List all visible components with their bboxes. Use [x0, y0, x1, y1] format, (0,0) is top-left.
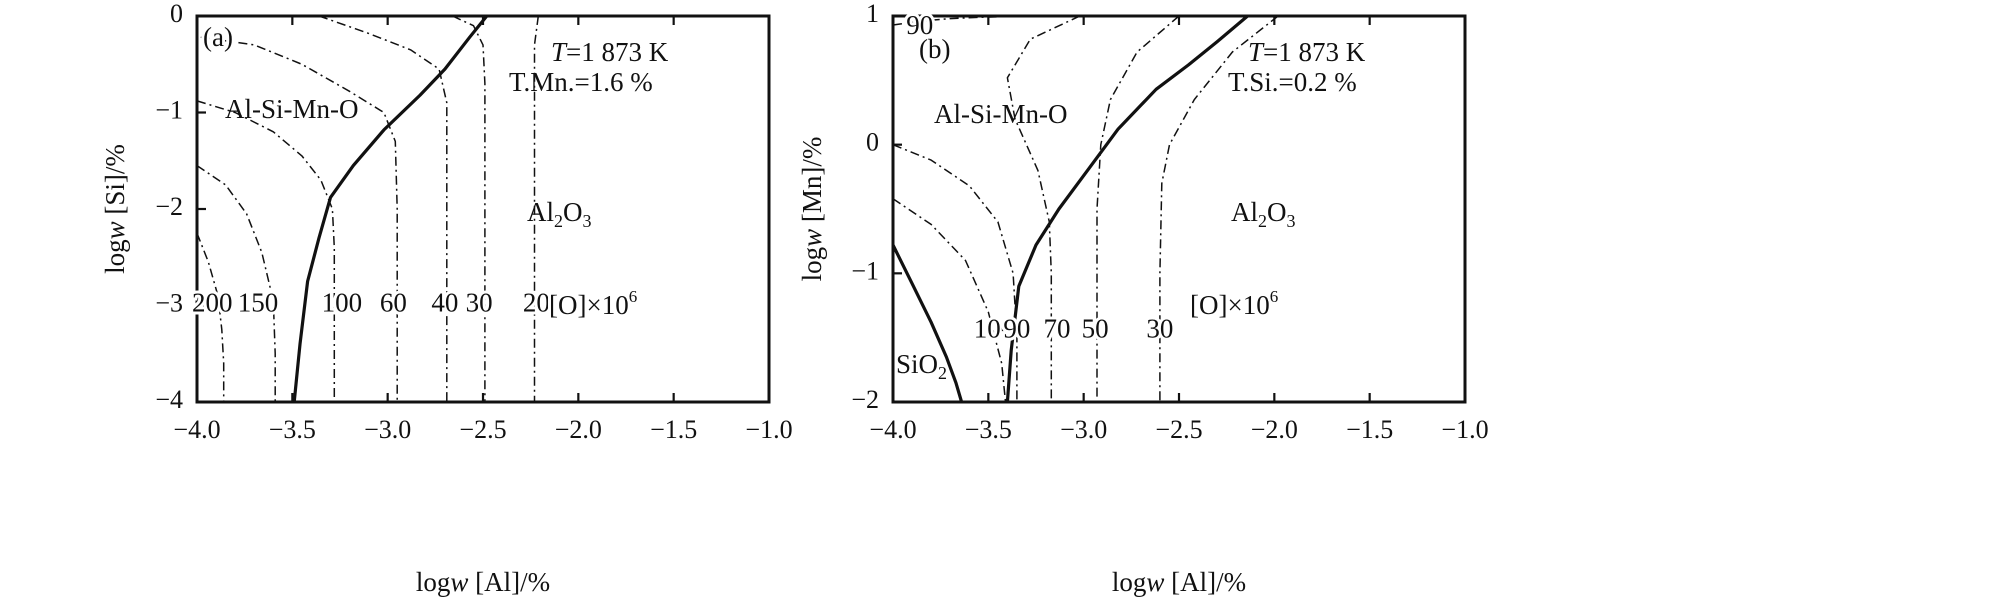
x-tick-label: −1.5 [1346, 415, 1393, 444]
y-tick-label: −2 [155, 192, 183, 221]
series-line-40 [318, 15, 448, 402]
y-tick-label: −4 [155, 385, 183, 414]
region-label-mixed-oxide: Al-Si-Mn-O [225, 94, 359, 124]
contour-label: 200 [192, 288, 233, 318]
contour-label: 60 [380, 288, 407, 318]
x-tick-label: −1.0 [745, 415, 792, 444]
temperature-annotation: T=1 873 K [551, 37, 669, 67]
contour-label: 100 [322, 288, 363, 318]
plot-frame [195, 14, 771, 404]
y-tick-label: 0 [170, 0, 183, 28]
series-line-150 [196, 164, 276, 402]
series-line-70 [1006, 15, 1081, 402]
x-tick-label: −4.0 [869, 415, 916, 444]
y-tick-label: 1 [866, 0, 879, 28]
contour-label: 90 [1003, 313, 1030, 343]
series-line-30 [1159, 15, 1279, 402]
y-axis-label: logw [Si]/% [100, 144, 130, 274]
contour-label: 90 [906, 10, 933, 40]
y-tick-label: −1 [155, 95, 183, 124]
oxygen-label: [O]×106 [549, 287, 637, 320]
x-tick-label: −2.0 [555, 415, 602, 444]
x-axis-label: logw [Al]/% [1112, 567, 1246, 597]
contour-label: 50 [1082, 313, 1109, 343]
contour-label: 100 [974, 313, 1015, 343]
series-line-200 [196, 232, 225, 402]
contour-label: 20 [523, 288, 550, 318]
series-line-20 [533, 15, 540, 402]
contour-label: 30 [1146, 313, 1173, 343]
contour-label: 30 [466, 288, 493, 318]
region-label-alumina: Al2O3 [527, 197, 592, 231]
contour-label: 40 [431, 288, 458, 318]
series-line-boundary [1005, 14, 1249, 403]
x-tick-label: −1.0 [1441, 415, 1488, 444]
panel-label: (b) [919, 34, 950, 64]
composition-annotation: T.Si.=0.2 % [1228, 67, 1357, 97]
y-tick-label: 0 [866, 128, 879, 157]
region-label-alumina: Al2O3 [1231, 197, 1296, 231]
series-line-50 [1096, 15, 1180, 402]
region-label-silica: SiO2 [896, 349, 947, 383]
y-tick-label: −1 [851, 256, 879, 285]
series-line-90 [892, 144, 1018, 402]
panel-label: (a) [203, 22, 233, 52]
y-axis-label: logw [Mn]/% [797, 137, 827, 282]
series-line-boundary [292, 14, 489, 403]
region-label-mixed-oxide: Al-Si-Mn-O [934, 99, 1068, 129]
x-tick-label: −3.5 [269, 415, 316, 444]
panel-b: −4.0 −3.5 −3.0 −2.5 −2.0 −1.5 −1.0 1 0 −1 −2 logw [… [797, 0, 1488, 597]
series-line-60 [200, 36, 398, 402]
series-line-100 [892, 198, 1007, 403]
x-tick-label: −3.5 [965, 415, 1012, 444]
y-tick-label: −3 [155, 288, 183, 317]
x-tick-label: −4.0 [173, 415, 220, 444]
oxygen-label: [O]×106 [1190, 287, 1278, 320]
x-tick-label: −2.0 [1251, 415, 1298, 444]
contour-label: 70 [1043, 313, 1070, 343]
temperature-annotation: T=1 873 K [1248, 37, 1366, 67]
panel-a: −4.0 −3.5 −3.0 −2.5 −2.0 −1.5 −1.0 0 −1 −2 −3 −4 log… [100, 0, 792, 597]
x-tick-label: −2.5 [459, 415, 506, 444]
x-tick-label: −1.5 [650, 415, 697, 444]
x-axis-label: logw [Al]/% [416, 567, 550, 597]
contour-label: 150 [238, 288, 279, 318]
series-line-30 [452, 15, 486, 402]
x-tick-label: −2.5 [1155, 415, 1202, 444]
x-tick-label: −3.0 [364, 415, 411, 444]
series-line-sio2-boundary [891, 244, 964, 403]
composition-annotation: T.Mn.=1.6 % [509, 67, 653, 97]
series-line-100 [196, 100, 336, 402]
y-tick-label: −2 [851, 385, 879, 414]
x-tick-label: −3.0 [1060, 415, 1107, 444]
